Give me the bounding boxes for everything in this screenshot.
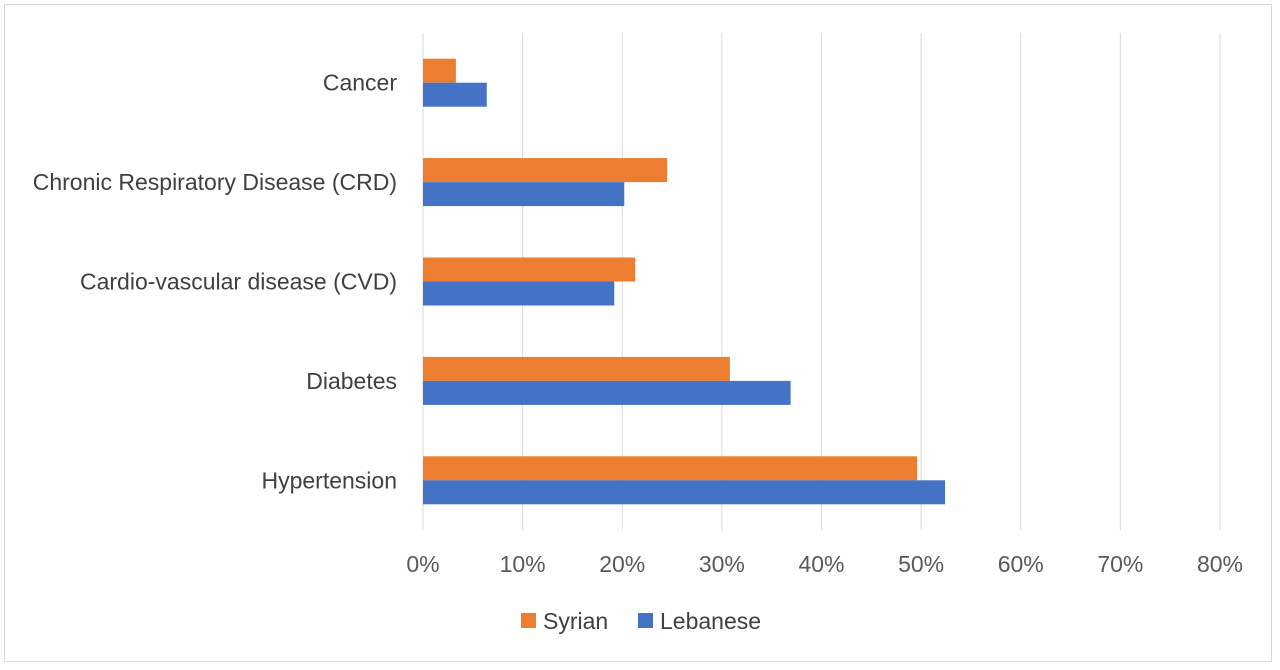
bar-lebanese	[423, 380, 791, 405]
x-tick-label: 20%	[599, 551, 645, 577]
chart-frame	[4, 4, 1272, 662]
category-label: Hypertension	[261, 467, 397, 493]
x-tick-label: 30%	[699, 551, 745, 577]
legend-label-lebanese: Lebanese	[660, 608, 761, 634]
legend-swatch-syrian	[521, 613, 536, 628]
bar-syrian	[423, 257, 636, 282]
category-label: Diabetes	[306, 368, 397, 394]
bar-lebanese	[423, 480, 946, 505]
x-tick-label: 70%	[1097, 551, 1143, 577]
bar-syrian	[423, 58, 456, 83]
x-tick-label: 60%	[998, 551, 1044, 577]
category-label: Cancer	[323, 70, 397, 96]
x-tick-label: 10%	[500, 551, 546, 577]
x-tick-label: 40%	[798, 551, 844, 577]
bar-lebanese	[423, 182, 625, 207]
category-labels: Cancer Chronic Respiratory Disease (CRD) C…	[33, 70, 398, 494]
bars	[423, 58, 946, 505]
category-label: Chronic Respiratory Disease (CRD)	[33, 169, 397, 195]
bar-syrian	[423, 456, 918, 481]
legend-swatch-lebanese	[638, 613, 653, 628]
category-label: Cardio-vascular disease (CVD)	[80, 269, 397, 295]
legend: Syrian Lebanese	[521, 608, 761, 634]
x-tick-label: 50%	[898, 551, 944, 577]
bar-lebanese	[423, 281, 615, 306]
x-tick-label: 80%	[1197, 551, 1243, 577]
gridlines	[422, 33, 1221, 530]
bar-lebanese	[423, 82, 487, 107]
legend-label-syrian: Syrian	[543, 608, 608, 634]
bar-syrian	[423, 158, 668, 183]
bar-syrian	[423, 356, 730, 381]
x-tick-label: 0%	[406, 551, 439, 577]
x-axis-ticks: 0% 10% 20% 30% 40% 50% 60% 70% 80%	[406, 551, 1243, 577]
